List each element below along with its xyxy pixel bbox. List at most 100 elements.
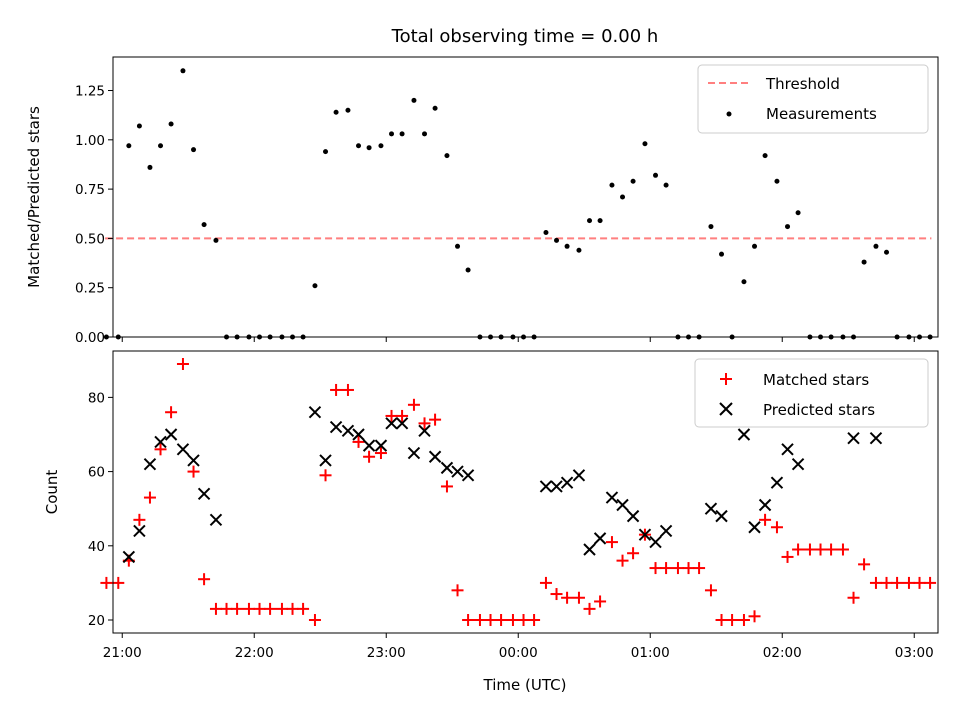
count-axes-frame <box>112 350 939 634</box>
x-tick-label: 02:00 <box>763 645 802 661</box>
measurement-point <box>620 194 626 200</box>
matched-stars-point <box>814 543 827 556</box>
predicted-legend-swatch <box>719 402 733 416</box>
predicted-stars-point <box>418 424 431 437</box>
ratio-y-tick-label: 1.00 <box>75 133 105 149</box>
predicted-stars-point <box>539 480 553 493</box>
matched-stars-point <box>418 417 431 430</box>
measurement-point <box>399 131 405 137</box>
count-y-axis: 20 40 60 80 <box>88 390 113 629</box>
matched-stars-point <box>495 614 508 627</box>
predicted-stars-point <box>791 457 805 471</box>
matched-stars-point <box>319 469 332 482</box>
measurement-point <box>873 243 879 249</box>
matched-stars-point <box>880 576 893 589</box>
matched-legend-label: Matched stars <box>763 371 869 389</box>
predicted-stars-point <box>616 498 629 512</box>
ratio-y-tick-label: 0.00 <box>75 330 105 346</box>
matched-stars-point <box>660 562 673 575</box>
matched-stars-point <box>176 357 189 370</box>
measurement-point <box>543 229 549 235</box>
matched-stars-point <box>715 614 728 627</box>
matched-stars-point <box>330 383 343 396</box>
predicted-stars-point <box>847 431 860 445</box>
measurement-point <box>587 218 593 224</box>
measurement-point <box>795 210 801 216</box>
predicted-stars-point <box>659 524 673 538</box>
measurement-point <box>752 243 758 249</box>
measurement-point <box>147 164 153 170</box>
matched-stars-point <box>484 614 497 627</box>
x-axis-label: Time (UTC) <box>483 676 567 694</box>
matched-stars-point <box>143 491 156 504</box>
predicted-stars-point <box>143 457 157 471</box>
matched-stars-point <box>924 576 937 589</box>
measurement-point <box>168 121 174 127</box>
matched-stars-point <box>770 521 783 534</box>
matched-stars-point <box>242 602 255 615</box>
matched-stars-point <box>858 558 871 571</box>
measurement-point <box>366 145 372 151</box>
predicted-stars-point <box>593 532 607 545</box>
predicted-stars-point <box>781 443 794 456</box>
measurement-point <box>609 182 615 188</box>
measurement-point <box>785 224 791 230</box>
matched-stars-point <box>836 543 849 556</box>
matched-stars-point <box>869 576 882 589</box>
predicted-stars-point <box>197 487 211 501</box>
matched-stars-point <box>308 614 321 627</box>
measurement-point <box>576 247 582 253</box>
predicted-stars-point <box>341 424 355 437</box>
predicted-stars-point <box>209 513 223 527</box>
ratio-legend: Threshold Measurements <box>697 64 929 134</box>
matched-stars-point <box>649 562 662 575</box>
matched-stars-point <box>385 409 398 422</box>
matched-stars-point <box>913 576 926 589</box>
matched-stars-point <box>133 513 146 526</box>
matched-stars-point <box>100 576 113 589</box>
measurement-point <box>455 243 461 249</box>
matched-stars-point <box>891 576 904 589</box>
matched-stars-point <box>902 576 915 589</box>
predicted-stars-point <box>362 439 376 452</box>
matched-stars-point <box>539 576 552 589</box>
matched-stars-point <box>792 543 805 556</box>
predicted-stars-point <box>704 502 718 515</box>
predicted-stars-point <box>605 491 619 504</box>
predicted-stars-point <box>164 428 178 441</box>
matched-stars-point <box>451 584 464 597</box>
matched-legend-swatch <box>720 373 732 385</box>
measurement-point <box>741 279 747 285</box>
predicted-stars-point <box>550 480 563 493</box>
matched-stars-point <box>671 562 684 575</box>
matched-stars-point <box>407 398 420 411</box>
matched-stars-point <box>704 584 717 597</box>
predicted-stars-point <box>329 420 343 434</box>
matched-stars-point <box>517 614 530 627</box>
predicted-stars-point <box>758 498 772 512</box>
measurement-point <box>356 143 362 149</box>
measurement-point <box>411 97 417 103</box>
predicted-stars-point <box>407 446 421 460</box>
predicted-stars-point <box>385 417 398 430</box>
count-legend: Matched stars Predicted stars <box>694 358 929 428</box>
ratio-y-tick-label: 0.50 <box>75 231 105 247</box>
matched-stars-point <box>440 480 453 493</box>
predicted-stars-point <box>715 509 728 523</box>
measurement-point <box>630 178 636 184</box>
predicted-stars-point <box>428 450 442 463</box>
matched-stars-point <box>473 614 486 627</box>
predicted-stars-point <box>638 528 652 541</box>
matched-stars-point <box>374 447 387 460</box>
matched-stars-point <box>253 602 266 615</box>
matched-stars-point <box>231 602 244 615</box>
matched-stars-point <box>165 406 178 419</box>
matched-stars-point <box>341 383 354 396</box>
predicted-stars-point <box>308 406 322 419</box>
measurement-point <box>719 251 725 257</box>
matched-stars-point <box>396 409 409 422</box>
x-tick-label: 03:00 <box>895 645 934 661</box>
measurement-point <box>191 147 197 153</box>
matched-stars-point <box>616 554 629 567</box>
matched-stars-point <box>726 614 739 627</box>
